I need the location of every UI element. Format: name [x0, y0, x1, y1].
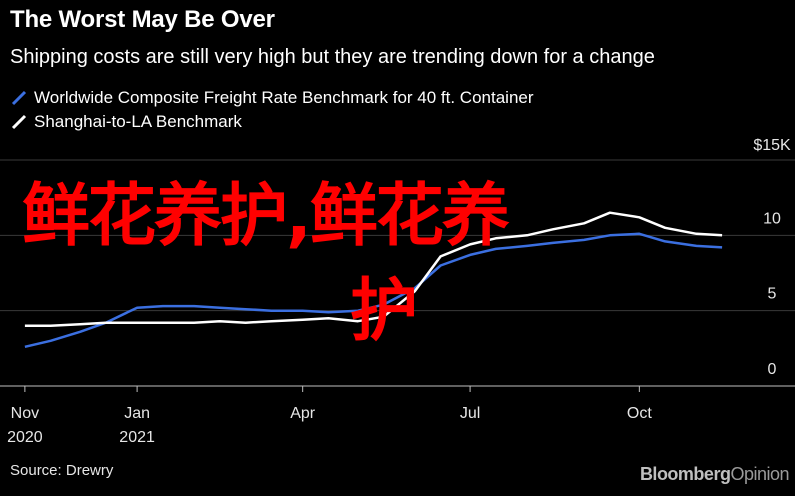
- y-tick-label-0: 0: [768, 361, 777, 378]
- chart-title: The Worst May Be Over: [10, 6, 275, 33]
- x-tick-label-0: Nov: [11, 405, 39, 422]
- x-tick-label-1: Jan: [124, 405, 150, 422]
- x-tick-label-4: Oct: [627, 405, 652, 422]
- legend-swatch-shanghai: [11, 114, 27, 130]
- x-tick-label-3: Jul: [460, 405, 480, 422]
- legend-label-composite: Worldwide Composite Freight Rate Benchma…: [34, 88, 534, 107]
- legend-swatch-composite: [11, 90, 27, 106]
- series-line-0: [24, 232, 723, 349]
- legend-item-shanghai: Shanghai-to-LA Benchmark: [10, 110, 534, 134]
- x-tick-sublabel-0: 2020: [7, 429, 43, 446]
- y-tick-label-3: $15K: [753, 137, 791, 154]
- series-line-1: [24, 211, 723, 327]
- x-tick-sublabel-1: 2021: [119, 429, 155, 446]
- legend: Worldwide Composite Freight Rate Benchma…: [10, 86, 534, 134]
- chart-subtitle: Shipping costs are still very high but t…: [10, 46, 655, 68]
- brand-logo: BloombergOpinion: [639, 464, 790, 484]
- y-tick-label-1: 5: [768, 286, 777, 303]
- source-note: Source: Drewry: [10, 462, 114, 479]
- watermark-line-2: 护: [350, 272, 419, 351]
- legend-label-shanghai: Shanghai-to-LA Benchmark: [34, 112, 242, 131]
- y-tick-label-2: 10: [763, 210, 781, 227]
- legend-item-composite: Worldwide Composite Freight Rate Benchma…: [10, 86, 534, 110]
- x-tick-label-2: Apr: [290, 405, 316, 422]
- watermark-line-1: 鲜花养护,鲜花养: [22, 177, 510, 256]
